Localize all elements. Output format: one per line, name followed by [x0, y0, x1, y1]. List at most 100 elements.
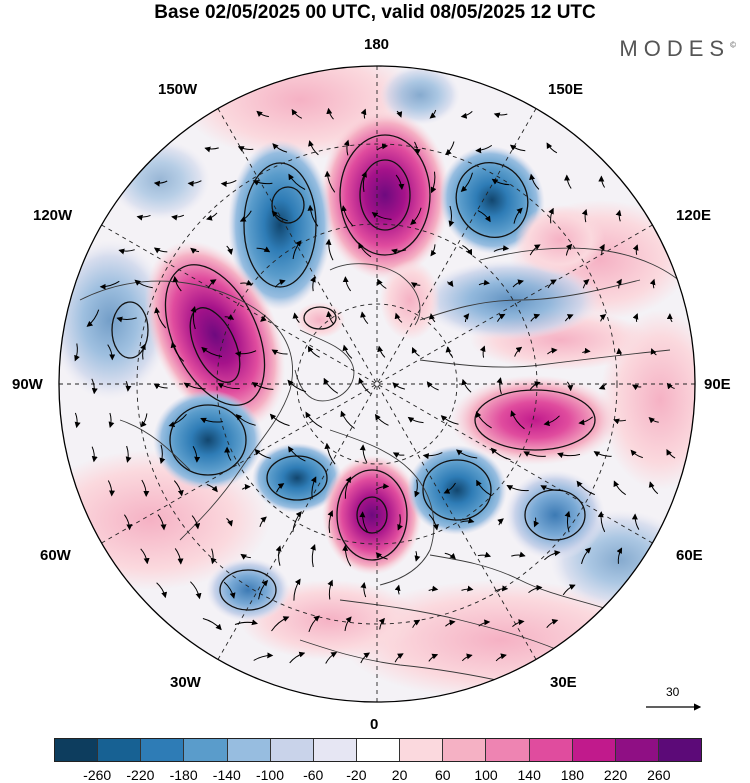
- wind-arrow: [157, 514, 167, 531]
- colorbar-segment: [486, 739, 530, 761]
- wind-arrow: [325, 652, 338, 664]
- wind-vectors: [74, 107, 676, 664]
- wind-arrow: [375, 552, 388, 560]
- colorbar-segment: [98, 739, 142, 761]
- wind-arrow: [576, 480, 595, 496]
- contour-lines: [111, 134, 596, 611]
- wind-arrow: [237, 146, 254, 152]
- wind-arrow: [593, 451, 612, 457]
- wind-arrow: [478, 279, 490, 286]
- colorbar-segment: [615, 739, 659, 761]
- meridian-label-120w: 120W: [33, 207, 73, 224]
- wind-arrow: [564, 314, 574, 322]
- wind-arrow: [616, 347, 623, 356]
- colorbar-segment: [400, 739, 444, 761]
- wind-arrow: [430, 171, 437, 194]
- wind-arrow: [358, 377, 371, 394]
- wind-arrow: [253, 652, 274, 661]
- negative-anomaly: [206, 558, 290, 622]
- modes-logo: MODES©: [619, 36, 736, 62]
- wind-arrow: [269, 413, 290, 427]
- wind-arrow: [513, 207, 523, 224]
- colorbar-segment: [658, 739, 702, 761]
- wind-arrow: [226, 517, 233, 527]
- wind-arrow: [578, 416, 594, 426]
- wind-arrow: [395, 174, 405, 190]
- wind-arrow: [444, 552, 456, 560]
- wind-arrow: [74, 343, 80, 362]
- wind-arrow: [494, 585, 509, 592]
- wind-arrow: [271, 616, 290, 632]
- wind-arrow: [341, 205, 354, 227]
- wind-arrow: [272, 143, 288, 153]
- wind-arrow: [190, 306, 197, 330]
- wind-arrow: [566, 381, 574, 392]
- wind-arrow: [201, 346, 223, 357]
- wind-arrow: [599, 313, 607, 322]
- colorbar-tick-label: -140: [212, 767, 241, 783]
- wind-arrow: [616, 278, 622, 289]
- wind-arrow: [307, 204, 319, 227]
- wind-arrow: [206, 484, 218, 493]
- wind-arrow: [156, 582, 168, 599]
- wind-arrow: [376, 143, 389, 151]
- wind-arrow: [358, 242, 372, 258]
- colorbar-tick-label: 20: [391, 767, 408, 783]
- wind-arrow: [323, 377, 339, 394]
- wind-arrow: [235, 413, 256, 426]
- wind-arrow: [190, 247, 200, 254]
- meridian-label-30w: 30W: [170, 674, 201, 691]
- wind-arrow: [428, 514, 439, 531]
- meridian-label-150e: 150E: [548, 81, 584, 98]
- wind-arrow: [411, 346, 420, 357]
- positive-anomaly: [144, 240, 286, 430]
- wind-arrow: [310, 544, 316, 568]
- wind-arrow: [650, 348, 657, 356]
- wind-arrow: [217, 383, 240, 390]
- wind-arrow: [529, 381, 541, 390]
- wind-arrow: [630, 449, 643, 459]
- wind-arrow: [123, 514, 133, 531]
- wind-arrow: [598, 383, 607, 390]
- wind-arrow: [528, 584, 543, 593]
- wind-arrow: [154, 307, 167, 329]
- wind-arrow: [187, 180, 202, 187]
- wind-arrow: [543, 415, 560, 427]
- wind-arrow: [632, 244, 639, 255]
- wind-arrow: [207, 279, 217, 289]
- wind-arrow: [649, 278, 656, 289]
- wind-arrow: [440, 415, 459, 425]
- wind-arrow: [274, 279, 286, 288]
- wind-arrow: [254, 448, 271, 459]
- wind-arrow: [461, 378, 472, 393]
- wind-arrow: [523, 451, 546, 457]
- colorbar-tick-label: 140: [517, 767, 541, 783]
- wind-arrow: [414, 551, 421, 562]
- colorbar-segment: [529, 739, 573, 761]
- wind-arrow: [414, 141, 421, 156]
- wind-arrow: [118, 248, 135, 255]
- wind-arrow: [224, 446, 232, 461]
- wind-arrow: [359, 511, 368, 533]
- wind-arrow: [371, 212, 392, 220]
- wind-arrow: [581, 208, 588, 223]
- wind-arrow: [412, 619, 421, 628]
- colorbar-tick-label: -20: [346, 767, 367, 783]
- wind-arrow: [493, 245, 510, 252]
- wind-arrow: [632, 313, 639, 323]
- wind-arrow: [168, 413, 187, 428]
- wind-arrow: [360, 108, 367, 119]
- wind-arrow: [251, 382, 274, 390]
- wind-arrow: [456, 449, 478, 459]
- wind-arrow: [666, 313, 673, 323]
- wind-arrow: [428, 653, 439, 662]
- wind-arrow: [533, 517, 540, 528]
- wind-arrow: [288, 446, 306, 462]
- wind-arrow: [271, 349, 288, 356]
- wind-arrow: [414, 479, 420, 498]
- wind-arrow: [307, 345, 320, 358]
- wind-arrow: [429, 109, 437, 119]
- wind-arrow: [582, 347, 591, 354]
- wind-arrow: [153, 180, 168, 187]
